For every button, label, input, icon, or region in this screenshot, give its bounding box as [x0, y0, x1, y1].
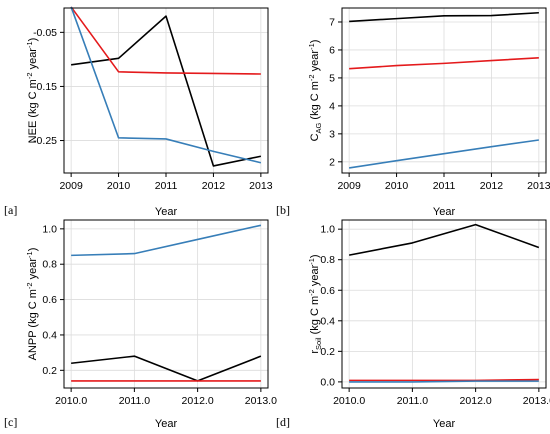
y-tick-label-b-4: 6 — [329, 44, 335, 56]
y-axis-title-part-c-4: ) — [27, 248, 39, 252]
x-axis-title-b: Year — [433, 206, 456, 218]
y-axis-title-part-c-3: -1 — [25, 251, 34, 258]
y-tick-label-a-1: -0.15 — [33, 81, 57, 93]
y-tick-label-d-1: 0.2 — [320, 346, 335, 358]
x-tick-label-a-4: 2013 — [249, 180, 273, 192]
series-line-a-1 — [70, 6, 261, 75]
x-tick-label-c-1: 2011.0 — [119, 395, 150, 407]
y-axis-title-part-d-5: -1 — [307, 258, 316, 265]
y-axis-title-part-c-0: ANPP (kg C m — [27, 289, 39, 360]
y-axis-title-part-b-0: C — [309, 133, 321, 141]
x-tick-label-d-1: 2011.0 — [397, 395, 428, 407]
y-axis-title-b: CAG (kg C m-2 year-1) — [307, 40, 323, 142]
y-axis-title-part-a-1: -2 — [25, 72, 34, 79]
y-tick-label-b-5: 7 — [329, 16, 335, 28]
x-tick-label-b-1: 2010 — [385, 180, 409, 192]
plot-frame-c — [63, 219, 269, 389]
y-tick-label-d-2: 0.4 — [320, 315, 335, 327]
x-tick-label-a-1: 2010 — [107, 180, 131, 192]
y-axis-title-part-d-3: -2 — [307, 289, 316, 296]
x-tick-label-d-2: 2012.0 — [460, 395, 492, 407]
panel-label-b: [b] — [276, 203, 290, 217]
x-axis-title-d: Year — [433, 418, 456, 430]
panel-label-d: [d] — [276, 415, 290, 429]
y-axis-title-part-d-1: Soil — [314, 337, 323, 350]
y-tick-label-b-1: 3 — [329, 128, 335, 140]
y-axis-title-part-b-6: ) — [309, 40, 321, 44]
x-tick-label-b-2: 2011 — [433, 180, 456, 192]
y-tick-label-b-0: 2 — [329, 156, 335, 168]
x-tick-label-a-2: 2011 — [155, 180, 178, 192]
grid-a — [64, 8, 268, 173]
y-axis-title-part-a-0: NEE (kg C m — [27, 79, 39, 143]
grid-c — [64, 220, 268, 388]
y-axis-title-part-b-4: year — [309, 50, 321, 75]
y-tick-label-d-5: 1.0 — [320, 224, 335, 236]
series-line-d-2 — [349, 380, 539, 383]
y-tick-label-c-2: 0.6 — [42, 294, 57, 306]
y-axis-title-part-b-5: -1 — [307, 43, 316, 50]
y-tick-label-b-3: 5 — [329, 72, 335, 84]
x-tick-label-b-3: 2012 — [480, 180, 504, 192]
x-axis-title-a: Year — [155, 206, 178, 218]
series-line-c-0 — [71, 224, 262, 257]
y-tick-label-c-1: 0.4 — [42, 329, 57, 341]
grid-d — [342, 220, 546, 388]
y-tick-label-a-0: -0.05 — [33, 27, 57, 39]
y-axis-title-c: ANPP (kg C m-2 year-1) — [25, 248, 39, 361]
grid-b — [342, 8, 546, 173]
panel-a: 2009 2010 2011 2012 2013 -0.05 -0.15 -0.25 Year N… — [4, 6, 273, 218]
y-tick-label-c-3: 0.8 — [42, 259, 57, 271]
series-line-d-0 — [348, 223, 540, 256]
x-axis-title-c: Year — [155, 418, 178, 430]
panel-label-a: [a] — [4, 203, 17, 217]
x-tick-label-c-3: 2013.0 — [245, 395, 277, 407]
y-axis-title-part-c-2: year — [27, 258, 39, 283]
series-line-b-2 — [349, 139, 539, 169]
series-line-c-1 — [71, 355, 262, 382]
y-axis-title-part-b-1: AG — [314, 122, 323, 133]
series-line-b-0 — [349, 11, 539, 23]
y-axis-title-part-a-4: ) — [27, 38, 39, 42]
y-tick-label-b-2: 4 — [329, 100, 335, 112]
y-axis-title-a: NEE (kg C m-2 year-1) — [25, 38, 39, 144]
y-axis-title-part-b-3: -2 — [307, 74, 316, 81]
x-tick-label-b-0: 2009 — [337, 180, 361, 192]
y-axis-title-part-d-0: r — [309, 350, 321, 354]
x-tick-label-a-3: 2012 — [202, 180, 226, 192]
y-axis-title-d: rSoil (kg C m-2 year-1) — [307, 254, 323, 353]
x-tick-label-c-2: 2012.0 — [182, 395, 214, 407]
x-tick-label-d-3: 2013.0 — [523, 395, 550, 407]
y-axis-title-part-c-1: -2 — [25, 282, 34, 289]
panel-d: 2010.0 2011.0 2012.0 2013.0 0.0 0.2 0.4 0.6 0.8 1… — [276, 219, 550, 430]
y-axis-title-part-a-3: -1 — [25, 41, 34, 48]
y-axis-title-part-a-2: year — [27, 48, 39, 73]
series-line-a-2 — [70, 6, 262, 164]
y-axis-title-part-d-6: ) — [309, 254, 321, 258]
y-tick-label-c-0: 0.2 — [42, 365, 57, 377]
panel-label-c: [c] — [4, 415, 17, 429]
x-tick-label-a-0: 2009 — [59, 180, 83, 192]
y-axis-title-part-d-2: (kg C m — [309, 296, 321, 338]
panel-c: 2010.0 2011.0 2012.0 2013.0 0.2 0.4 0.6 0.8 1.0 Y… — [4, 219, 277, 430]
panel-b: 2009 2010 2011 2012 2013 2 3 4 5 6 7 Year CAG (kg C … — [276, 7, 550, 218]
y-axis-title-part-b-2: (kg C m — [309, 81, 321, 123]
series-line-d-1 — [349, 378, 539, 382]
x-tick-label-c-0: 2010.0 — [55, 395, 87, 407]
plot-frame-d — [341, 219, 547, 389]
y-axis-title-part-d-4: year — [309, 264, 321, 289]
series-line-b-1 — [349, 56, 539, 70]
x-tick-label-b-4: 2013 — [527, 180, 550, 192]
y-tick-label-c-4: 1.0 — [42, 223, 57, 235]
y-tick-label-d-4: 0.8 — [320, 254, 335, 266]
series-line-a-0 — [71, 15, 262, 167]
y-tick-label-d-3: 0.6 — [320, 285, 335, 297]
y-tick-label-a-2: -0.25 — [33, 135, 57, 147]
y-tick-label-d-0: 0.0 — [320, 376, 335, 388]
x-tick-label-d-0: 2010.0 — [333, 395, 365, 407]
